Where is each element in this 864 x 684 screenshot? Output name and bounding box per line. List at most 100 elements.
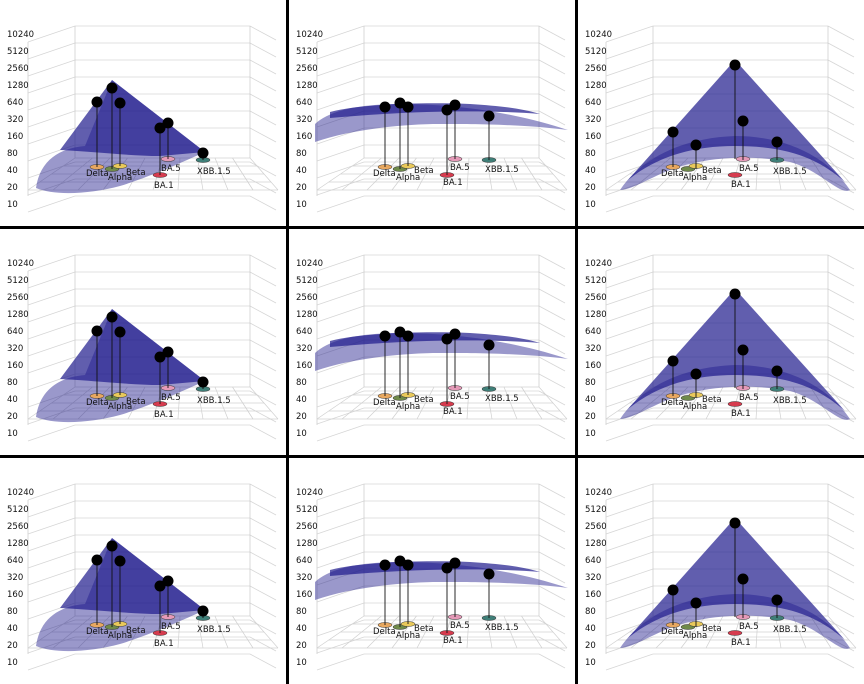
variant-label: Beta xyxy=(414,166,434,176)
gridline-right xyxy=(538,339,566,355)
variant-label: Beta xyxy=(126,168,146,178)
data-point-delta xyxy=(667,355,679,367)
data-point-ba5 xyxy=(729,288,741,300)
z-tick-label: 320 xyxy=(585,344,601,354)
data-point-delta xyxy=(91,554,103,566)
gridline-right xyxy=(827,339,855,355)
z-tick-label: 1280 xyxy=(585,81,607,91)
gridline-side xyxy=(605,25,654,43)
gridline-side xyxy=(316,76,365,94)
variant-label: Alpha xyxy=(683,631,707,641)
z-tick-label: 160 xyxy=(296,590,312,600)
gridline-side xyxy=(316,271,365,289)
z-tick-label: 1280 xyxy=(7,310,29,320)
data-point-xbb15 xyxy=(737,573,749,585)
gridline-side xyxy=(27,534,76,552)
gridline-right xyxy=(249,500,277,516)
variant-label: Delta xyxy=(661,169,684,179)
data-point-extra_right xyxy=(771,136,783,148)
gridline-right xyxy=(538,356,566,372)
z-tick-label: 5120 xyxy=(296,505,318,515)
gridline-right xyxy=(827,161,855,177)
gridline-side xyxy=(605,653,654,671)
data-point-extra_right xyxy=(771,594,783,606)
gridline-side xyxy=(605,42,654,60)
fitted-surface-peak xyxy=(60,309,205,385)
data-point-ba5 xyxy=(449,328,461,340)
gridline-right xyxy=(538,602,566,618)
gridline-right xyxy=(538,271,566,287)
gridline-right xyxy=(827,195,855,211)
gridline-side xyxy=(27,25,76,43)
data-point-alpha xyxy=(690,597,702,609)
gridline-side xyxy=(316,424,365,442)
gridline-side xyxy=(27,271,76,289)
gridline-side xyxy=(27,653,76,671)
variant-label: XBB.1.5 xyxy=(485,165,519,175)
gridline-side xyxy=(605,585,654,603)
chart-svg-9: 10 20 40 80 160 320 640 1280 2560 5120 10240 Delta A… xyxy=(585,483,857,671)
z-tick-label: 1280 xyxy=(296,81,318,91)
z-tick-label: 10 xyxy=(7,200,18,210)
z-tick-label: 5120 xyxy=(585,505,607,515)
gridline-right xyxy=(249,534,277,550)
z-tick-label: 80 xyxy=(296,149,307,159)
data-point-xbb15 xyxy=(483,568,495,580)
gridline-side xyxy=(27,305,76,323)
variant-label: Delta xyxy=(661,398,684,408)
variant-label: BA.1 xyxy=(154,639,174,649)
chart-svg-8: 10 20 40 80 160 320 640 1280 2560 5120 10240 Delta A… xyxy=(296,483,568,671)
gridline-right xyxy=(827,25,855,41)
gridline-side xyxy=(27,517,76,535)
data-point-xbb15 xyxy=(737,115,749,127)
data-point-alpha xyxy=(106,540,118,552)
chart-svg-2: 10 20 40 80 160 320 640 1280 2560 5120 10240 Delta A… xyxy=(296,25,568,213)
variant-label: BA.5 xyxy=(450,163,470,173)
z-tick-label: 10 xyxy=(7,658,18,668)
z-tick-label: 80 xyxy=(585,607,596,617)
data-point-ba1 xyxy=(441,104,453,116)
data-point-delta xyxy=(91,96,103,108)
chart-svg-6: 10 20 40 80 160 320 640 1280 2560 5120 10240 Delta A… xyxy=(585,254,857,442)
gridline-right xyxy=(249,178,277,194)
chart-svg-1: 10 20 40 80 160 320 640 1280 2560 5120 10240 Delta A… xyxy=(7,25,279,213)
gridline-right xyxy=(249,127,277,143)
gridline-side xyxy=(605,483,654,501)
z-tick-label: 5120 xyxy=(296,276,318,286)
z-tick-label: 20 xyxy=(296,183,307,193)
variant-label: Beta xyxy=(126,397,146,407)
data-point-delta xyxy=(91,325,103,337)
z-tick-label: 2560 xyxy=(7,293,29,303)
gridline-right xyxy=(249,339,277,355)
gridline-side xyxy=(27,127,76,145)
gridline-right xyxy=(249,144,277,160)
gridline-side xyxy=(605,195,654,213)
z-tick-label: 640 xyxy=(585,98,601,108)
variant-label: Beta xyxy=(702,166,722,176)
z-tick-label: 2560 xyxy=(585,522,607,532)
gridline-right xyxy=(538,653,566,669)
variant-label: BA.5 xyxy=(161,164,181,174)
data-point-alpha xyxy=(690,139,702,151)
gridline-right xyxy=(249,25,277,41)
gridline-right xyxy=(827,288,855,304)
data-point-ba5 xyxy=(162,346,174,358)
data-point-delta xyxy=(379,330,391,342)
gridline-right xyxy=(538,42,566,58)
gridline-side xyxy=(605,534,654,552)
gridline-side xyxy=(316,195,365,213)
gridline-right xyxy=(538,178,566,194)
gridline-right xyxy=(538,322,566,338)
data-point-ba5 xyxy=(162,117,174,129)
gridline-right xyxy=(538,483,566,499)
data-point-ba5 xyxy=(729,59,741,71)
z-tick-label: 10 xyxy=(296,658,307,668)
gridline-right xyxy=(249,322,277,338)
gridline-right xyxy=(827,42,855,58)
gridline-side xyxy=(605,356,654,374)
chart-panel-4: 10 20 40 80 160 320 640 1280 2560 5120 10240 Delta A… xyxy=(0,229,286,455)
data-point-ba1 xyxy=(154,580,166,592)
gridline-right xyxy=(538,568,566,584)
gridline-side xyxy=(605,93,654,111)
chart-panel-7: 10 20 40 80 160 320 640 1280 2560 5120 10240 Delta A… xyxy=(0,458,286,684)
